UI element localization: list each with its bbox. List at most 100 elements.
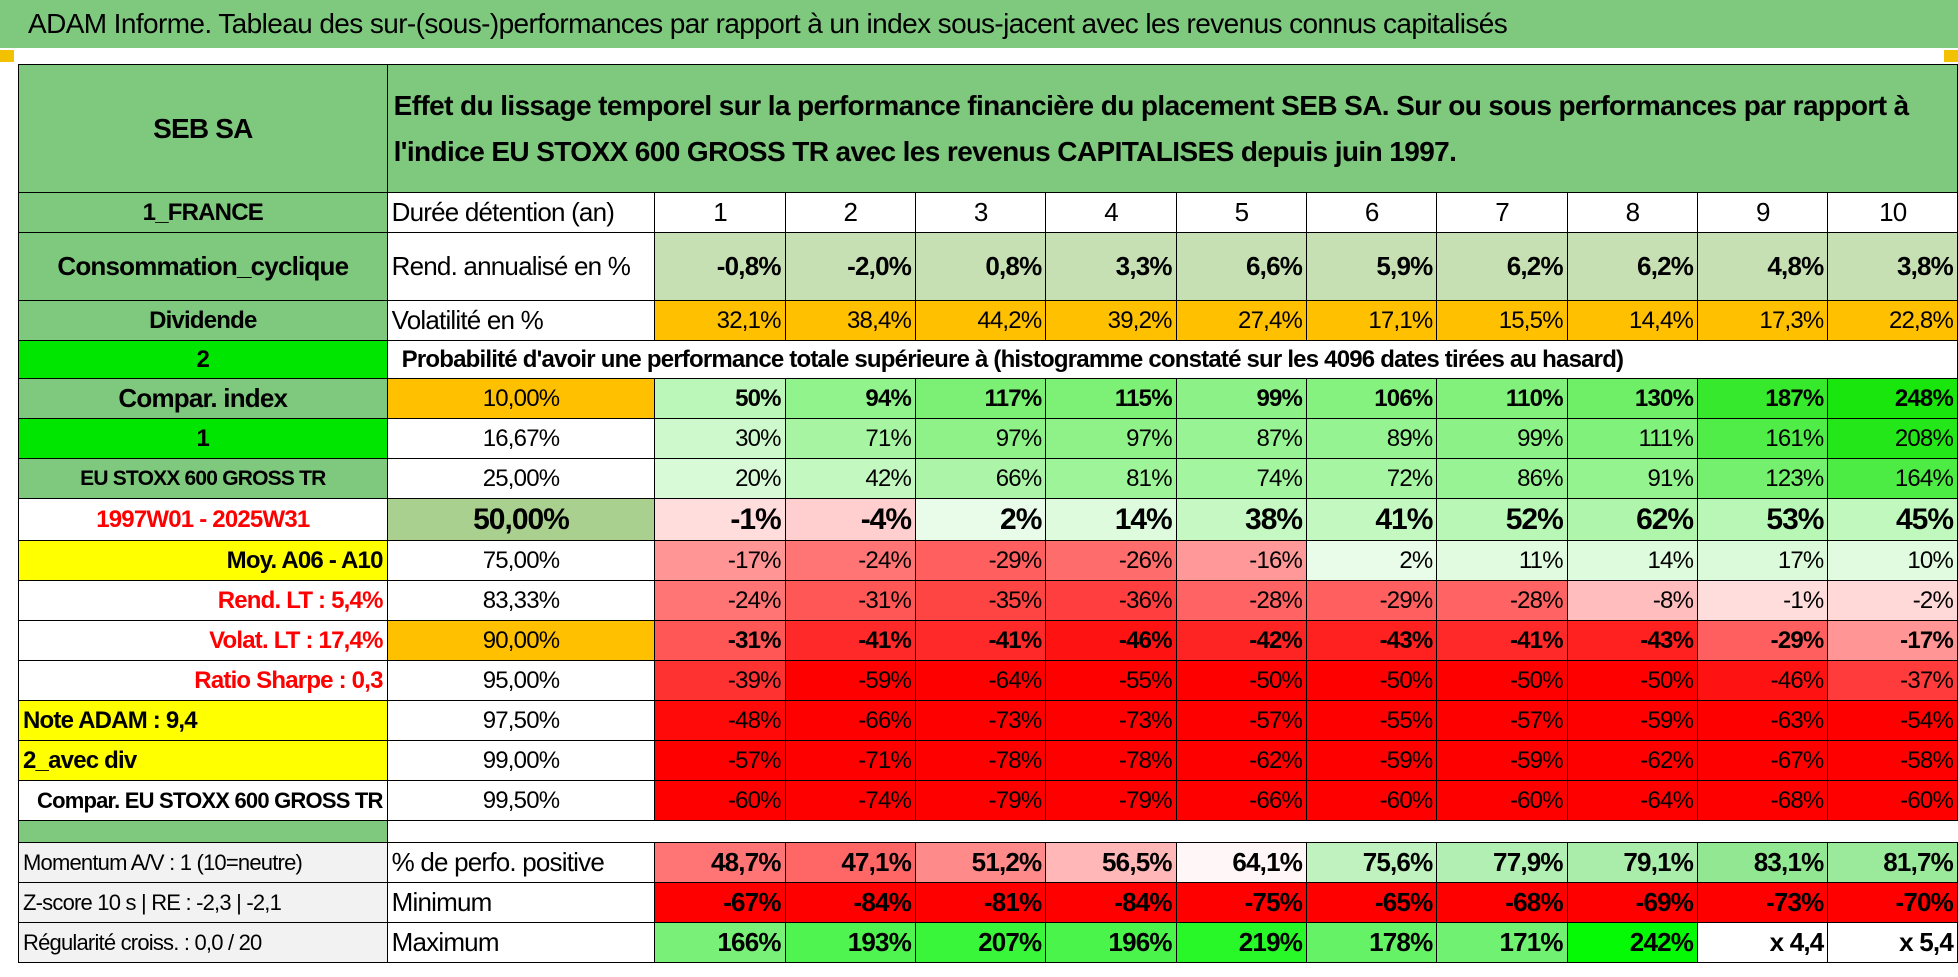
percentile-value: -59% — [1306, 740, 1438, 781]
pos-value: 47,1% — [784, 842, 917, 883]
description: Effet du lissage temporel sur la perform… — [386, 64, 1958, 193]
rend-value: -2,0% — [784, 232, 917, 301]
volat-lt: Volat. LT : 17,4% — [18, 620, 388, 661]
percentile-level: 50,00% — [386, 498, 656, 541]
min-value: -75% — [1175, 882, 1308, 923]
regularite: Régularité croiss. : 0,0 / 20 — [18, 922, 388, 963]
percentile-value: 97% — [1045, 418, 1177, 459]
percentile-row: 1 16,67% 30% 71% 97% 97% 87% 89% 99% 111% 161% 208% — [18, 418, 1958, 459]
percentile-value: 115% — [1045, 378, 1177, 419]
empty-cell — [1827, 340, 1958, 379]
sector: Consommation_cyclique — [18, 232, 388, 301]
percentile-row: Compar. EU STOXX 600 GROSS TR 99,50% -60% -… — [18, 780, 1958, 821]
index-count: 2 — [18, 340, 388, 379]
dividend-label: Dividende — [18, 300, 388, 341]
vol-value: 14,4% — [1566, 300, 1699, 341]
separator-row — [18, 820, 1958, 843]
percentile-value: 161% — [1697, 418, 1829, 459]
vol-value: 32,1% — [654, 300, 786, 341]
moy-label: Moy. A06 - A10 — [18, 540, 388, 581]
max-value: 242% — [1566, 922, 1699, 963]
pos-value: 48,7% — [654, 842, 786, 883]
percentile-row: Rend. LT : 5,4% 83,33% -24% -31% -35% -36% -28… — [18, 580, 1958, 621]
percentile-value: 130% — [1566, 378, 1699, 419]
min-row: Z-score 10 s | RE : -2,3 | -2,1 Minimum -6… — [18, 882, 1958, 923]
min-value: -65% — [1306, 882, 1438, 923]
percentile-value: 117% — [915, 378, 1047, 419]
max-value: 166% — [654, 922, 786, 963]
year-header: 4 — [1045, 192, 1177, 233]
percentile-value: -35% — [915, 580, 1047, 621]
adam-note: Note ADAM : 9,4 — [18, 700, 388, 741]
percentile-row: 2_avec div 99,00% -57% -71% -78% -78% -62% -59%… — [18, 740, 1958, 781]
percentile-value: -31% — [784, 580, 917, 621]
percentile-value: 41% — [1306, 498, 1438, 541]
percentile-value: 42% — [784, 458, 917, 499]
min-value: -73% — [1697, 882, 1829, 923]
percentile-value: 62% — [1566, 498, 1699, 541]
positive-row: Momentum A/V : 1 (10=neutre)% de perfo. … — [18, 842, 1958, 883]
percentile-value: -74% — [784, 780, 917, 821]
separator-blank — [387, 821, 1957, 843]
pos-value: 56,5% — [1045, 842, 1177, 883]
max-value: x 4,4 — [1697, 922, 1829, 963]
percentile-row: 1997W01 - 2025W31 50,00% -1% -4% 2% 14% 38% 41%… — [18, 498, 1958, 541]
percentile-level: 99,00% — [386, 740, 656, 781]
percentile-value: 81% — [1045, 458, 1177, 499]
vol-row: Dividende Volatilité en % 32,1% 38,4% 44,2% 3… — [18, 300, 1958, 341]
rend-label: Rend. annualisé en % — [386, 232, 656, 301]
percentile-level: 97,50% — [386, 700, 656, 741]
percentile-row: Compar. index 10,00% 50% 94% 117% 115% 99% 106%… — [18, 378, 1958, 419]
percentile-value: 89% — [1306, 418, 1438, 459]
percentile-value: -78% — [1045, 740, 1177, 781]
year-header: 1 — [654, 192, 786, 233]
pos-label: % de perfo. positive — [386, 842, 656, 883]
percentile-value: -8% — [1566, 580, 1699, 621]
percentile-value: 14% — [1045, 498, 1177, 541]
year-header: 6 — [1306, 192, 1438, 233]
percentile-value: 86% — [1436, 458, 1568, 499]
percentile-value: -54% — [1827, 700, 1958, 741]
separator-cell — [18, 820, 388, 843]
report-title: ADAM Informe. Tableau des sur-(sous-)per… — [28, 8, 1508, 39]
percentile-level: 10,00% — [386, 378, 656, 419]
percentile-value: -36% — [1045, 580, 1177, 621]
percentile-value: -17% — [1827, 620, 1958, 661]
percentile-value: -41% — [915, 620, 1047, 661]
percentile-level: 75,00% — [386, 540, 656, 581]
vol-value: 44,2% — [915, 300, 1047, 341]
year-header: 7 — [1436, 192, 1568, 233]
report-banner: ADAM Informe. Tableau des sur-(sous-)per… — [0, 0, 1958, 50]
percentile-value: 91% — [1566, 458, 1699, 499]
vol-value: 27,4% — [1175, 300, 1308, 341]
percentile-value: 187% — [1697, 378, 1829, 419]
percentile-value: -16% — [1175, 540, 1308, 581]
period: 1997W01 - 2025W31 — [18, 498, 388, 541]
percentile-value: 11% — [1436, 540, 1568, 581]
percentile-value: -62% — [1175, 740, 1308, 781]
prob-row: 2 Probabilité d'avoir une performance tot… — [18, 340, 1958, 379]
percentile-value: 99% — [1175, 378, 1308, 419]
percentile-value: -73% — [1045, 700, 1177, 741]
percentile-level: 25,00% — [386, 458, 656, 499]
percentile-value: -60% — [654, 780, 786, 821]
percentile-value: 45% — [1827, 498, 1958, 541]
year-header: 8 — [1566, 192, 1699, 233]
percentile-value: 10% — [1827, 540, 1958, 581]
percentile-value: -29% — [915, 540, 1047, 581]
country: 1_FRANCE — [18, 192, 388, 233]
year-header: 3 — [915, 192, 1047, 233]
percentile-value: -71% — [784, 740, 917, 781]
percentile-value: 66% — [915, 458, 1047, 499]
percentile-value: -48% — [654, 700, 786, 741]
percentile-value: 17% — [1697, 540, 1829, 581]
percentile-value: 38% — [1175, 498, 1308, 541]
percentile-row: Volat. LT : 17,4% 90,00% -31% -41% -41% -46% -… — [18, 620, 1958, 661]
vol-value: 17,3% — [1697, 300, 1829, 341]
percentile-value: 71% — [784, 418, 917, 459]
percentile-level: 83,33% — [386, 580, 656, 621]
percentile-value: 111% — [1566, 418, 1699, 459]
percentile-value: -79% — [1045, 780, 1177, 821]
percentile-value: -43% — [1566, 620, 1699, 661]
percentile-value: -64% — [915, 660, 1047, 701]
